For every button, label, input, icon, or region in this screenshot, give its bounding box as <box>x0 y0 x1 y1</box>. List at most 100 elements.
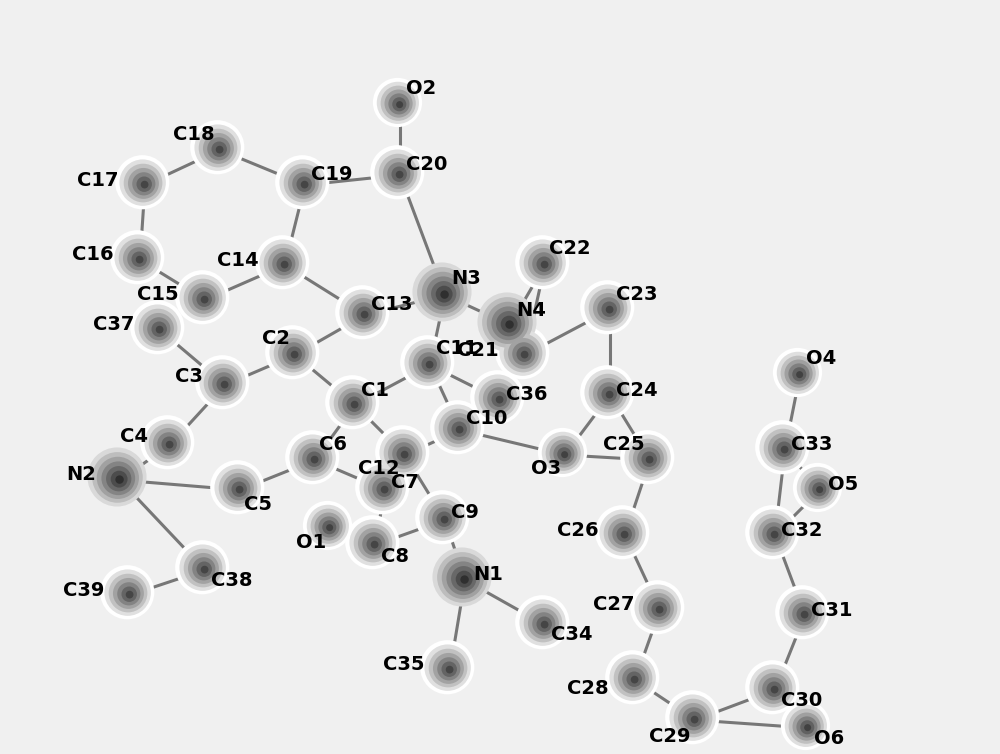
Text: O4: O4 <box>806 350 836 369</box>
Point <box>345 397 361 409</box>
Point <box>514 346 530 358</box>
Point <box>395 447 411 459</box>
Text: C12: C12 <box>358 459 400 479</box>
Point <box>650 602 666 614</box>
Point <box>764 526 780 538</box>
Point <box>152 323 168 336</box>
Point <box>797 608 813 621</box>
Point <box>602 304 618 316</box>
Point <box>799 721 815 733</box>
Point <box>305 452 321 464</box>
Point <box>197 563 213 575</box>
Point <box>535 617 551 629</box>
Point <box>232 483 248 495</box>
Point <box>641 453 657 465</box>
Point <box>111 473 127 485</box>
Point <box>211 143 227 155</box>
Point <box>197 294 213 306</box>
Point <box>392 169 408 181</box>
Text: C8: C8 <box>381 547 409 566</box>
Text: O5: O5 <box>828 476 858 495</box>
Point <box>276 258 292 270</box>
Point <box>642 454 658 466</box>
Point <box>794 606 810 618</box>
Text: C14: C14 <box>217 250 259 269</box>
Point <box>517 349 533 361</box>
Point <box>149 321 165 333</box>
Point <box>811 483 827 495</box>
Point <box>436 288 452 300</box>
Point <box>536 618 552 630</box>
Point <box>391 97 407 109</box>
Point <box>364 536 380 548</box>
Point <box>366 538 382 550</box>
Point <box>451 423 467 435</box>
Point <box>489 391 505 403</box>
Point <box>357 309 373 321</box>
Point <box>810 482 826 494</box>
Point <box>215 376 231 388</box>
Point <box>536 258 552 270</box>
Point <box>456 573 472 585</box>
Point <box>451 423 467 435</box>
Point <box>555 447 571 459</box>
Point <box>195 292 211 304</box>
Point <box>601 303 617 315</box>
Point <box>132 254 148 266</box>
Point <box>450 422 466 434</box>
Point <box>775 443 791 455</box>
Point <box>639 451 655 463</box>
Point <box>601 303 617 315</box>
Text: C9: C9 <box>451 502 479 522</box>
Point <box>231 483 247 495</box>
Text: O2: O2 <box>406 79 436 99</box>
Point <box>307 454 323 466</box>
Point <box>346 398 362 410</box>
Point <box>160 437 176 449</box>
Point <box>195 562 211 574</box>
Text: C6: C6 <box>319 434 347 453</box>
Point <box>150 322 166 334</box>
Point <box>151 323 167 336</box>
Text: C26: C26 <box>557 520 599 540</box>
Point <box>152 324 168 336</box>
Point <box>285 347 301 359</box>
Point <box>421 358 437 370</box>
Point <box>492 394 508 406</box>
Point <box>390 167 406 179</box>
Point <box>367 539 383 551</box>
Point <box>160 437 176 449</box>
Point <box>557 449 573 461</box>
Point <box>434 286 450 298</box>
Point <box>437 289 453 301</box>
Point <box>287 349 303 361</box>
Point <box>161 438 177 450</box>
Text: C38: C38 <box>211 571 252 590</box>
Point <box>686 713 702 725</box>
Point <box>195 293 211 305</box>
Point <box>321 521 337 533</box>
Point <box>296 178 312 190</box>
Point <box>649 601 665 613</box>
Point <box>492 394 508 406</box>
Point <box>687 714 703 726</box>
Point <box>685 713 701 725</box>
Point <box>390 97 406 109</box>
Point <box>195 562 211 575</box>
Point <box>294 176 310 188</box>
Point <box>810 482 826 494</box>
Point <box>775 442 791 454</box>
Point <box>687 713 703 725</box>
Point <box>776 443 792 455</box>
Point <box>765 682 781 694</box>
Point <box>600 302 616 314</box>
Point <box>535 618 551 630</box>
Point <box>434 287 450 299</box>
Point <box>136 178 152 190</box>
Point <box>791 368 807 380</box>
Point <box>617 529 633 541</box>
Point <box>209 141 225 153</box>
Point <box>392 169 408 181</box>
Point <box>320 520 336 532</box>
Point <box>131 253 147 265</box>
